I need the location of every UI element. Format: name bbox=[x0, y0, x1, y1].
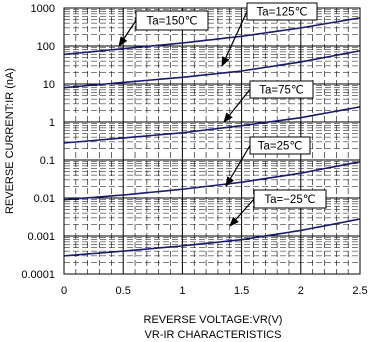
annotation-label: Ta=25℃ bbox=[258, 141, 303, 153]
series-lines bbox=[63, 17, 361, 257]
x-axis-label: REVERSE VOLTAGE:VR(V) bbox=[144, 314, 283, 326]
annotation-5: Ta=−25℃ bbox=[229, 189, 327, 227]
y-tick-label: 0.0001 bbox=[21, 269, 55, 281]
series-line-5 bbox=[63, 218, 361, 257]
annotation-label: Ta=75℃ bbox=[259, 85, 304, 97]
annotation-arrow bbox=[225, 145, 251, 187]
series-line-4 bbox=[63, 160, 361, 201]
annotation-1: Ta=150℃ bbox=[118, 10, 209, 47]
y-tick-label: 1000 bbox=[31, 3, 55, 15]
annotation-3: Ta=75℃ bbox=[223, 80, 314, 123]
annotation-4: Ta=25℃ bbox=[225, 136, 311, 187]
x-tick-label: 2.5 bbox=[352, 285, 367, 297]
x-tick-label: 0 bbox=[61, 285, 67, 297]
plot-frame bbox=[63, 7, 361, 275]
y-tick-labels: 0.0001 0.001 0.01 0.1 1 10 100 1000 bbox=[21, 3, 55, 281]
curve-annotations: Ta=150℃ Ta=125℃ Ta=75℃ Ta=25℃ Ta=−25℃ bbox=[118, 2, 327, 227]
annotation-label: Ta=−25℃ bbox=[264, 194, 315, 206]
y-axis-label: REVERSE CURRENT:IR (nA) bbox=[4, 68, 16, 214]
x-tick-label: 0.5 bbox=[116, 285, 131, 297]
annotation-arrow bbox=[221, 11, 248, 67]
x-tick-labels: 0 0.5 1 1.5 2 2.5 bbox=[61, 285, 368, 297]
y-tick-label: 0.001 bbox=[27, 231, 55, 243]
series-line-2 bbox=[63, 49, 361, 89]
series-line-1 bbox=[63, 17, 361, 56]
annotation-arrow bbox=[118, 20, 137, 47]
annotation-label: Ta=150℃ bbox=[147, 16, 198, 28]
y-tick-label: 1 bbox=[49, 117, 55, 129]
y-tick-label: 0.01 bbox=[34, 193, 55, 205]
chart-title: VR-IR CHARACTERISTICS bbox=[145, 329, 282, 341]
x-tick-label: 1 bbox=[179, 285, 185, 297]
x-tick-label: 1.5 bbox=[234, 285, 249, 297]
y-tick-label: 100 bbox=[37, 41, 55, 53]
y-tick-label: 0.1 bbox=[40, 155, 55, 167]
annotation-arrow bbox=[229, 198, 255, 227]
annotation-arrow bbox=[223, 89, 251, 123]
annotation-2: Ta=125℃ bbox=[221, 2, 318, 67]
x-tick-label: 2 bbox=[298, 285, 304, 297]
annotation-label: Ta=125℃ bbox=[257, 7, 308, 19]
y-tick-label: 10 bbox=[43, 79, 55, 91]
plot-grid bbox=[64, 8, 360, 274]
series-line-3 bbox=[63, 106, 361, 144]
